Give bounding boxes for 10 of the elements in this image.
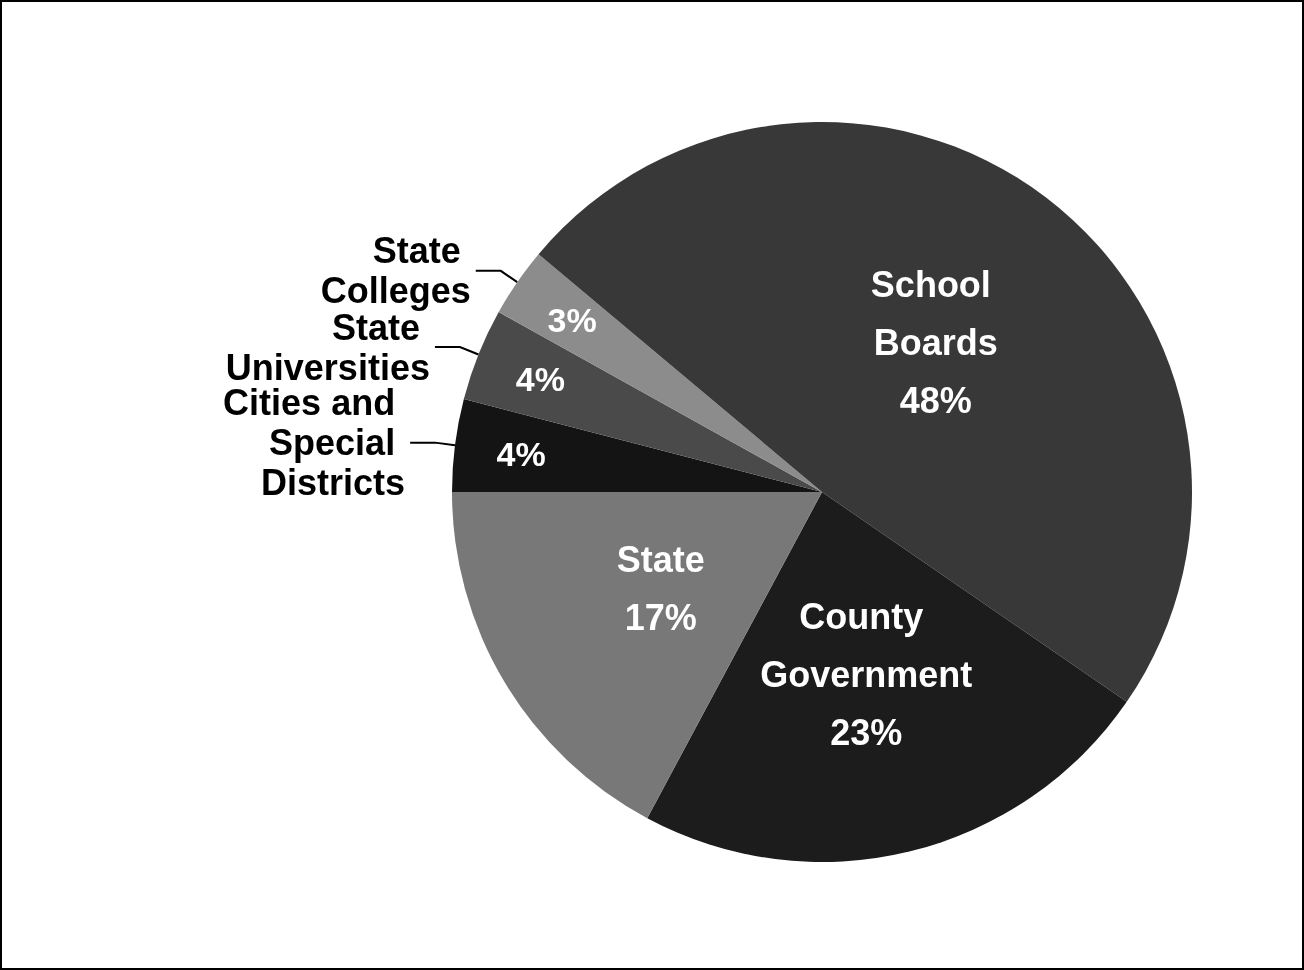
data-label: 23%	[830, 712, 903, 754]
data-label: 4%	[515, 360, 565, 399]
data-label: 3%	[547, 300, 597, 339]
slice-label: State	[616, 539, 705, 581]
slice-label: School Boards	[870, 263, 1001, 363]
data-label: 4%	[496, 434, 546, 473]
data-label: 17%	[624, 597, 697, 639]
data-label: 48%	[899, 379, 972, 421]
slice-label: County Government	[760, 596, 973, 696]
slice-label: Cities and Special Districts	[223, 382, 406, 504]
